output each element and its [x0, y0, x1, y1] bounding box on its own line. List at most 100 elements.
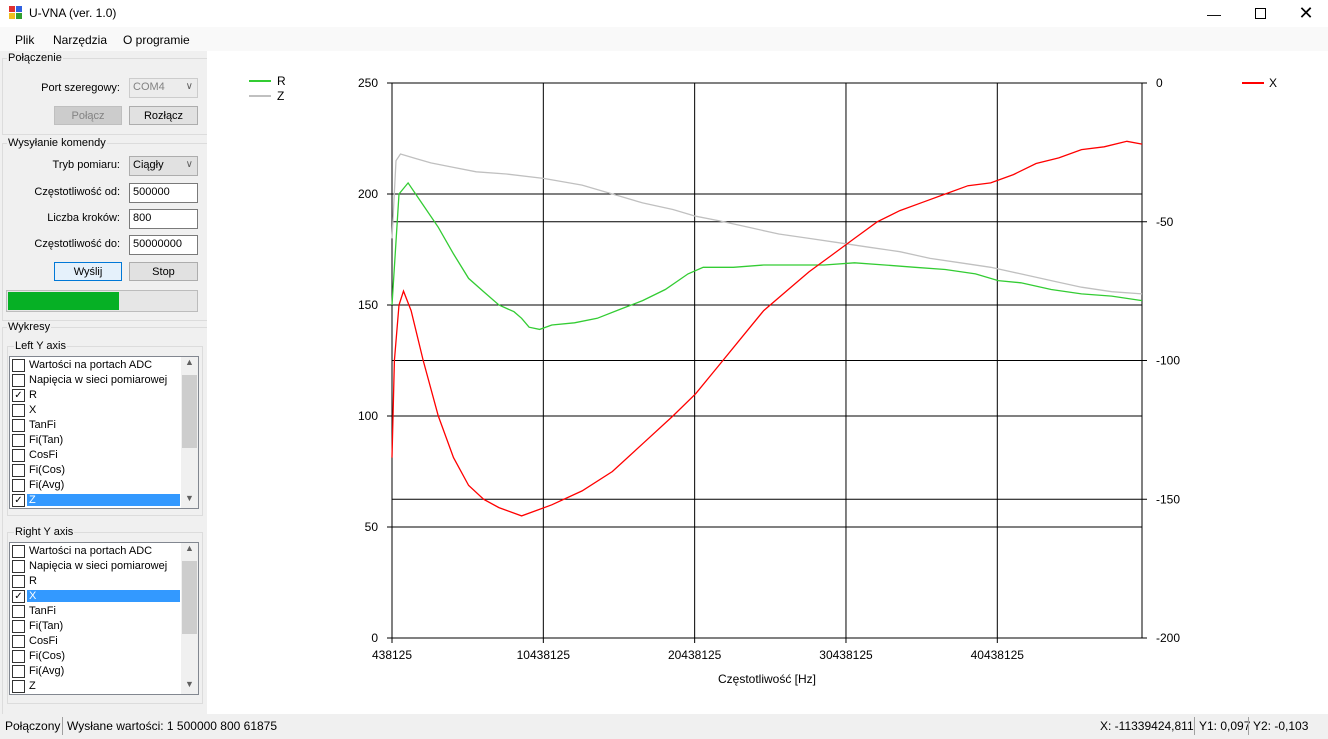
steps-input[interactable]: 800 [129, 209, 198, 229]
right-axis-item[interactable]: Z [10, 679, 182, 694]
checkbox[interactable] [12, 605, 25, 618]
right-axis-item-label: R [29, 575, 37, 587]
checkbox[interactable]: ✓ [12, 389, 25, 402]
checkbox[interactable] [12, 575, 25, 588]
plots-group-label: Wykresy [7, 321, 52, 333]
series-R-line [391, 181, 1143, 331]
chart-panel[interactable]: 438125 10438125 20438125 30438125 40438125 0 5… [207, 51, 1328, 714]
menu-narzedzia[interactable]: Narzędzia [53, 33, 108, 47]
minimize-button[interactable]: — [1191, 0, 1237, 27]
maximize-button[interactable] [1237, 0, 1283, 27]
left-tick-label: 200 [358, 187, 378, 201]
window-title: U-VNA (ver. 1.0) [29, 6, 117, 20]
left-axis-item[interactable]: CosFi [10, 448, 182, 463]
left-list-scrollbar[interactable]: ▲ ▼ [181, 357, 198, 508]
checkbox[interactable] [12, 464, 25, 477]
menu-plik[interactable]: Plik [15, 33, 35, 47]
chevron-up-icon[interactable]: ▲ [185, 543, 194, 553]
right-axis-item-label: Z [29, 680, 36, 692]
disconnect-button[interactable]: Rozłącz [129, 106, 198, 125]
left-tick-label: 150 [358, 298, 378, 312]
right-axis-item[interactable]: Napięcia w sieci pomiarowej [10, 559, 182, 574]
left-axis-item-label: Wartości na portach ADC [29, 359, 153, 371]
checkbox[interactable] [12, 635, 25, 648]
checkbox[interactable] [12, 419, 25, 432]
checkbox[interactable] [12, 650, 25, 663]
left-axis-list[interactable]: ▲ ▼ Wartości na portach ADC Napięcia w si… [9, 356, 199, 509]
left-axis-item[interactable]: Wartości na portach ADC [10, 358, 182, 373]
freq-from-input[interactable]: 500000 [129, 183, 198, 203]
right-tick-label: -150 [1156, 492, 1180, 506]
checkbox[interactable] [12, 545, 25, 558]
left-tick-label: 250 [358, 76, 378, 90]
right-axis-item-label: TanFi [29, 605, 56, 617]
left-axis-item[interactable]: ✓ Z [10, 493, 182, 508]
right-axis-item[interactable]: CosFi [10, 634, 182, 649]
right-axis-item[interactable]: R [10, 574, 182, 589]
menu-bar: Plik Narzędzia O programie [0, 27, 1328, 51]
right-axis-item-label: Fi(Tan) [29, 620, 64, 632]
right-axis-item[interactable]: TanFi [10, 604, 182, 619]
freq-to-input[interactable]: 50000000 [129, 235, 198, 255]
right-axis-item-label: X [27, 590, 180, 602]
right-axis-item[interactable]: Fi(Cos) [10, 649, 182, 664]
maximize-icon [1254, 8, 1266, 19]
status-state: Połączony [5, 719, 61, 733]
left-axis-group: Left Y axis [7, 340, 203, 516]
chevron-down-icon[interactable]: ▼ [185, 679, 194, 689]
status-separator [62, 717, 63, 735]
checkbox[interactable] [12, 479, 25, 492]
right-axis-item[interactable]: Fi(Avg) [10, 664, 182, 679]
checkbox[interactable] [12, 620, 25, 633]
x-tick-label: 10438125 [517, 648, 571, 662]
mode-value: Ciągły [133, 159, 164, 171]
checkbox[interactable] [12, 404, 25, 417]
close-button[interactable]: ✕ [1283, 0, 1328, 27]
checkbox[interactable]: ✓ [12, 590, 25, 603]
legend-label-X: X [1269, 76, 1277, 90]
send-button[interactable]: Wyślij [54, 262, 122, 281]
right-axis-item[interactable]: Fi(Tan) [10, 619, 182, 634]
port-select[interactable]: COM4 ∨ [129, 78, 198, 98]
left-axis-item-label: X [29, 404, 37, 416]
left-tick-label: 100 [358, 409, 378, 423]
status-separator [1194, 717, 1195, 735]
left-axis-item[interactable]: ✓ R [10, 388, 182, 403]
status-bar: Połączony Wysłane wartości: 1 500000 800… [0, 714, 1328, 739]
chevron-down-icon[interactable]: ▼ [185, 493, 194, 503]
port-value: COM4 [133, 81, 165, 93]
checkbox[interactable] [12, 680, 25, 693]
stop-button[interactable]: Stop [129, 262, 198, 281]
right-axis-list[interactable]: ▲ ▼ Wartości na portach ADC Napięcia w si… [9, 542, 199, 695]
left-axis-item-label: CosFi [29, 449, 58, 461]
left-axis-item[interactable]: Fi(Cos) [10, 463, 182, 478]
scroll-thumb[interactable] [182, 561, 197, 634]
connect-button[interactable]: Połącz [54, 106, 122, 125]
checkbox[interactable] [12, 434, 25, 447]
left-axis-item[interactable]: Napięcia w sieci pomiarowej [10, 373, 182, 388]
checkbox[interactable]: ✓ [12, 494, 25, 507]
right-list-scrollbar[interactable]: ▲ ▼ [181, 543, 198, 694]
status-y2: Y2: -0,103 [1253, 719, 1309, 733]
left-tick-label: 50 [365, 520, 379, 534]
chart-svg[interactable]: 438125 10438125 20438125 30438125 40438125 0 5… [207, 51, 1328, 714]
left-axis-item[interactable]: TanFi [10, 418, 182, 433]
port-label: Port szeregowy: [41, 82, 120, 94]
left-axis-item[interactable]: Fi(Avg) [10, 478, 182, 493]
menu-o-programie[interactable]: O programie [123, 33, 190, 47]
checkbox[interactable] [12, 560, 25, 573]
checkbox[interactable] [12, 359, 25, 372]
right-axis-item[interactable]: ✓ X [10, 589, 182, 604]
right-tick-label: -50 [1156, 215, 1174, 229]
chevron-up-icon[interactable]: ▲ [185, 357, 194, 367]
checkbox[interactable] [12, 374, 25, 387]
right-axis-item-label: CosFi [29, 635, 58, 647]
right-axis-item[interactable]: Wartości na portach ADC [10, 544, 182, 559]
checkbox[interactable] [12, 665, 25, 678]
chevron-down-icon: ∨ [185, 81, 193, 92]
mode-select[interactable]: Ciągły ∨ [129, 156, 198, 176]
scroll-thumb[interactable] [182, 375, 197, 448]
checkbox[interactable] [12, 449, 25, 462]
left-axis-item[interactable]: Fi(Tan) [10, 433, 182, 448]
left-axis-item[interactable]: X [10, 403, 182, 418]
